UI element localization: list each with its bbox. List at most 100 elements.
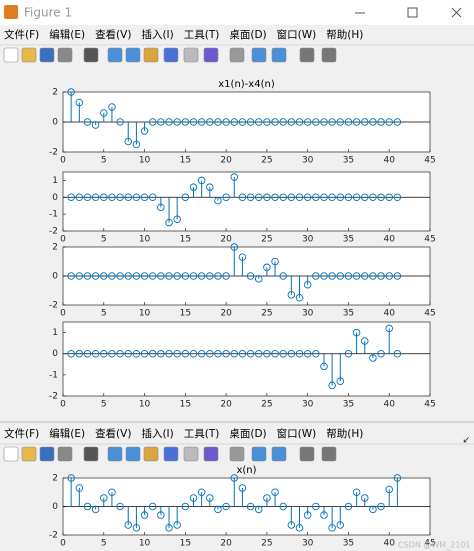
toolbar-button[interactable] (39, 47, 55, 63)
stem-marker (206, 183, 214, 191)
stem-marker (254, 275, 263, 283)
toolbar-button[interactable] (83, 47, 99, 63)
stem-marker (361, 494, 369, 502)
toolbar-button[interactable] (229, 446, 245, 462)
toolbar-button[interactable] (271, 47, 287, 63)
menu-item[interactable]: 文件(F) (4, 28, 39, 41)
menu-item[interactable]: 查看(V) (95, 427, 131, 440)
menu-item[interactable]: 文件(F) (4, 427, 39, 440)
menu-item[interactable]: 编辑(E) (49, 427, 85, 440)
stem-marker (214, 349, 222, 358)
stem-marker (67, 349, 75, 358)
stem-marker (271, 349, 279, 358)
stem-marker (263, 349, 271, 358)
stem-marker (295, 294, 304, 302)
y-tick-label: 2 (52, 88, 58, 98)
toolbar-button[interactable] (203, 446, 219, 462)
toolbar-button[interactable] (39, 446, 55, 462)
menu-item[interactable]: 插入(I) (141, 427, 173, 440)
toolbar-button[interactable] (321, 446, 337, 462)
toolbar-button[interactable] (21, 446, 37, 462)
toolbar-button[interactable] (299, 446, 315, 462)
toolbar-button[interactable] (183, 446, 199, 462)
menu-item[interactable]: 查看(V) (95, 28, 131, 41)
menu-item[interactable]: 工具(T) (184, 428, 220, 440)
stem-marker (222, 349, 230, 358)
dock-arrow[interactable]: ↙ (462, 436, 470, 446)
stem-marker (352, 118, 361, 126)
toolbar-button[interactable] (3, 446, 19, 462)
menu-item[interactable]: 桌面(D) (229, 28, 266, 41)
toolbar-button[interactable] (107, 446, 123, 462)
stem-marker (369, 118, 377, 126)
menu-item[interactable]: 桌面(D) (229, 427, 266, 440)
maximize-button[interactable] (407, 7, 418, 18)
menu-item[interactable]: 窗口(W) (277, 427, 317, 440)
y-tick-label: 1 (52, 328, 58, 338)
toolbar-button[interactable] (143, 47, 159, 63)
menu-item[interactable]: 插入(I) (141, 28, 173, 41)
stem-marker (385, 272, 393, 280)
menu-item[interactable]: 工具(T) (184, 29, 220, 41)
x-tick-label: 45 (424, 156, 435, 166)
toolbar-button[interactable] (271, 446, 287, 462)
stem-marker (91, 505, 100, 514)
stem-marker (75, 272, 84, 280)
stem-marker (157, 349, 165, 358)
stem-marker (393, 118, 402, 126)
x-tick-label: 10 (139, 235, 151, 245)
x-tick-label: 5 (101, 539, 107, 549)
menu-item[interactable]: 编辑(E) (49, 28, 85, 41)
toolbar-button[interactable] (163, 47, 179, 63)
toolbar-button[interactable] (57, 446, 73, 462)
close-button[interactable] (451, 7, 462, 18)
stem-marker (312, 118, 320, 126)
toolbar-button[interactable] (321, 47, 337, 63)
toolbar-button[interactable] (125, 446, 141, 462)
stem-marker (83, 118, 92, 126)
toolbar-button[interactable] (251, 446, 267, 462)
toolbar-button[interactable] (83, 446, 99, 462)
toolbar-button[interactable] (57, 47, 73, 63)
toolbar-button[interactable] (3, 47, 19, 63)
stem-marker (108, 272, 116, 280)
stem-marker (100, 349, 108, 358)
stem-marker (100, 494, 108, 502)
toolbar-button[interactable] (107, 47, 123, 63)
stem-marker (385, 485, 393, 494)
stem-marker (361, 193, 369, 202)
stem-marker (254, 193, 263, 202)
menu-item[interactable]: 窗口(W) (277, 28, 317, 41)
stem-marker (344, 349, 353, 358)
toolbar-button[interactable] (229, 47, 245, 63)
stem-marker (189, 183, 198, 191)
toolbar-button[interactable] (163, 446, 179, 462)
stem-marker (222, 502, 230, 511)
stem-marker (287, 349, 296, 358)
stem-marker (230, 474, 239, 482)
stem-marker (336, 377, 345, 385)
toolbar-button[interactable] (143, 446, 159, 462)
toolbar-button[interactable] (203, 47, 219, 63)
stem-marker (254, 349, 263, 358)
toolbar-button[interactable] (183, 47, 199, 63)
stem-marker (279, 349, 287, 358)
stem-marker (100, 109, 108, 117)
x-tick-label: 5 (101, 309, 107, 319)
stem-marker (263, 494, 271, 502)
stem-marker (124, 521, 132, 529)
stem-marker (393, 349, 402, 358)
stem-marker (377, 193, 385, 202)
stem-marker (377, 502, 385, 511)
menu-item[interactable]: 帮助(H) (326, 28, 363, 41)
toolbar-button[interactable] (251, 47, 267, 63)
stem-marker (385, 118, 393, 126)
toolbar-button[interactable] (125, 47, 141, 63)
toolbar-button[interactable] (21, 47, 37, 63)
stem-marker (287, 291, 296, 299)
x-tick-label: 15 (180, 156, 191, 166)
stem-marker (67, 272, 75, 280)
toolbar-button[interactable] (299, 47, 315, 63)
menu-item[interactable]: 帮助(H) (326, 427, 363, 440)
x-tick-label: 15 (180, 400, 191, 410)
